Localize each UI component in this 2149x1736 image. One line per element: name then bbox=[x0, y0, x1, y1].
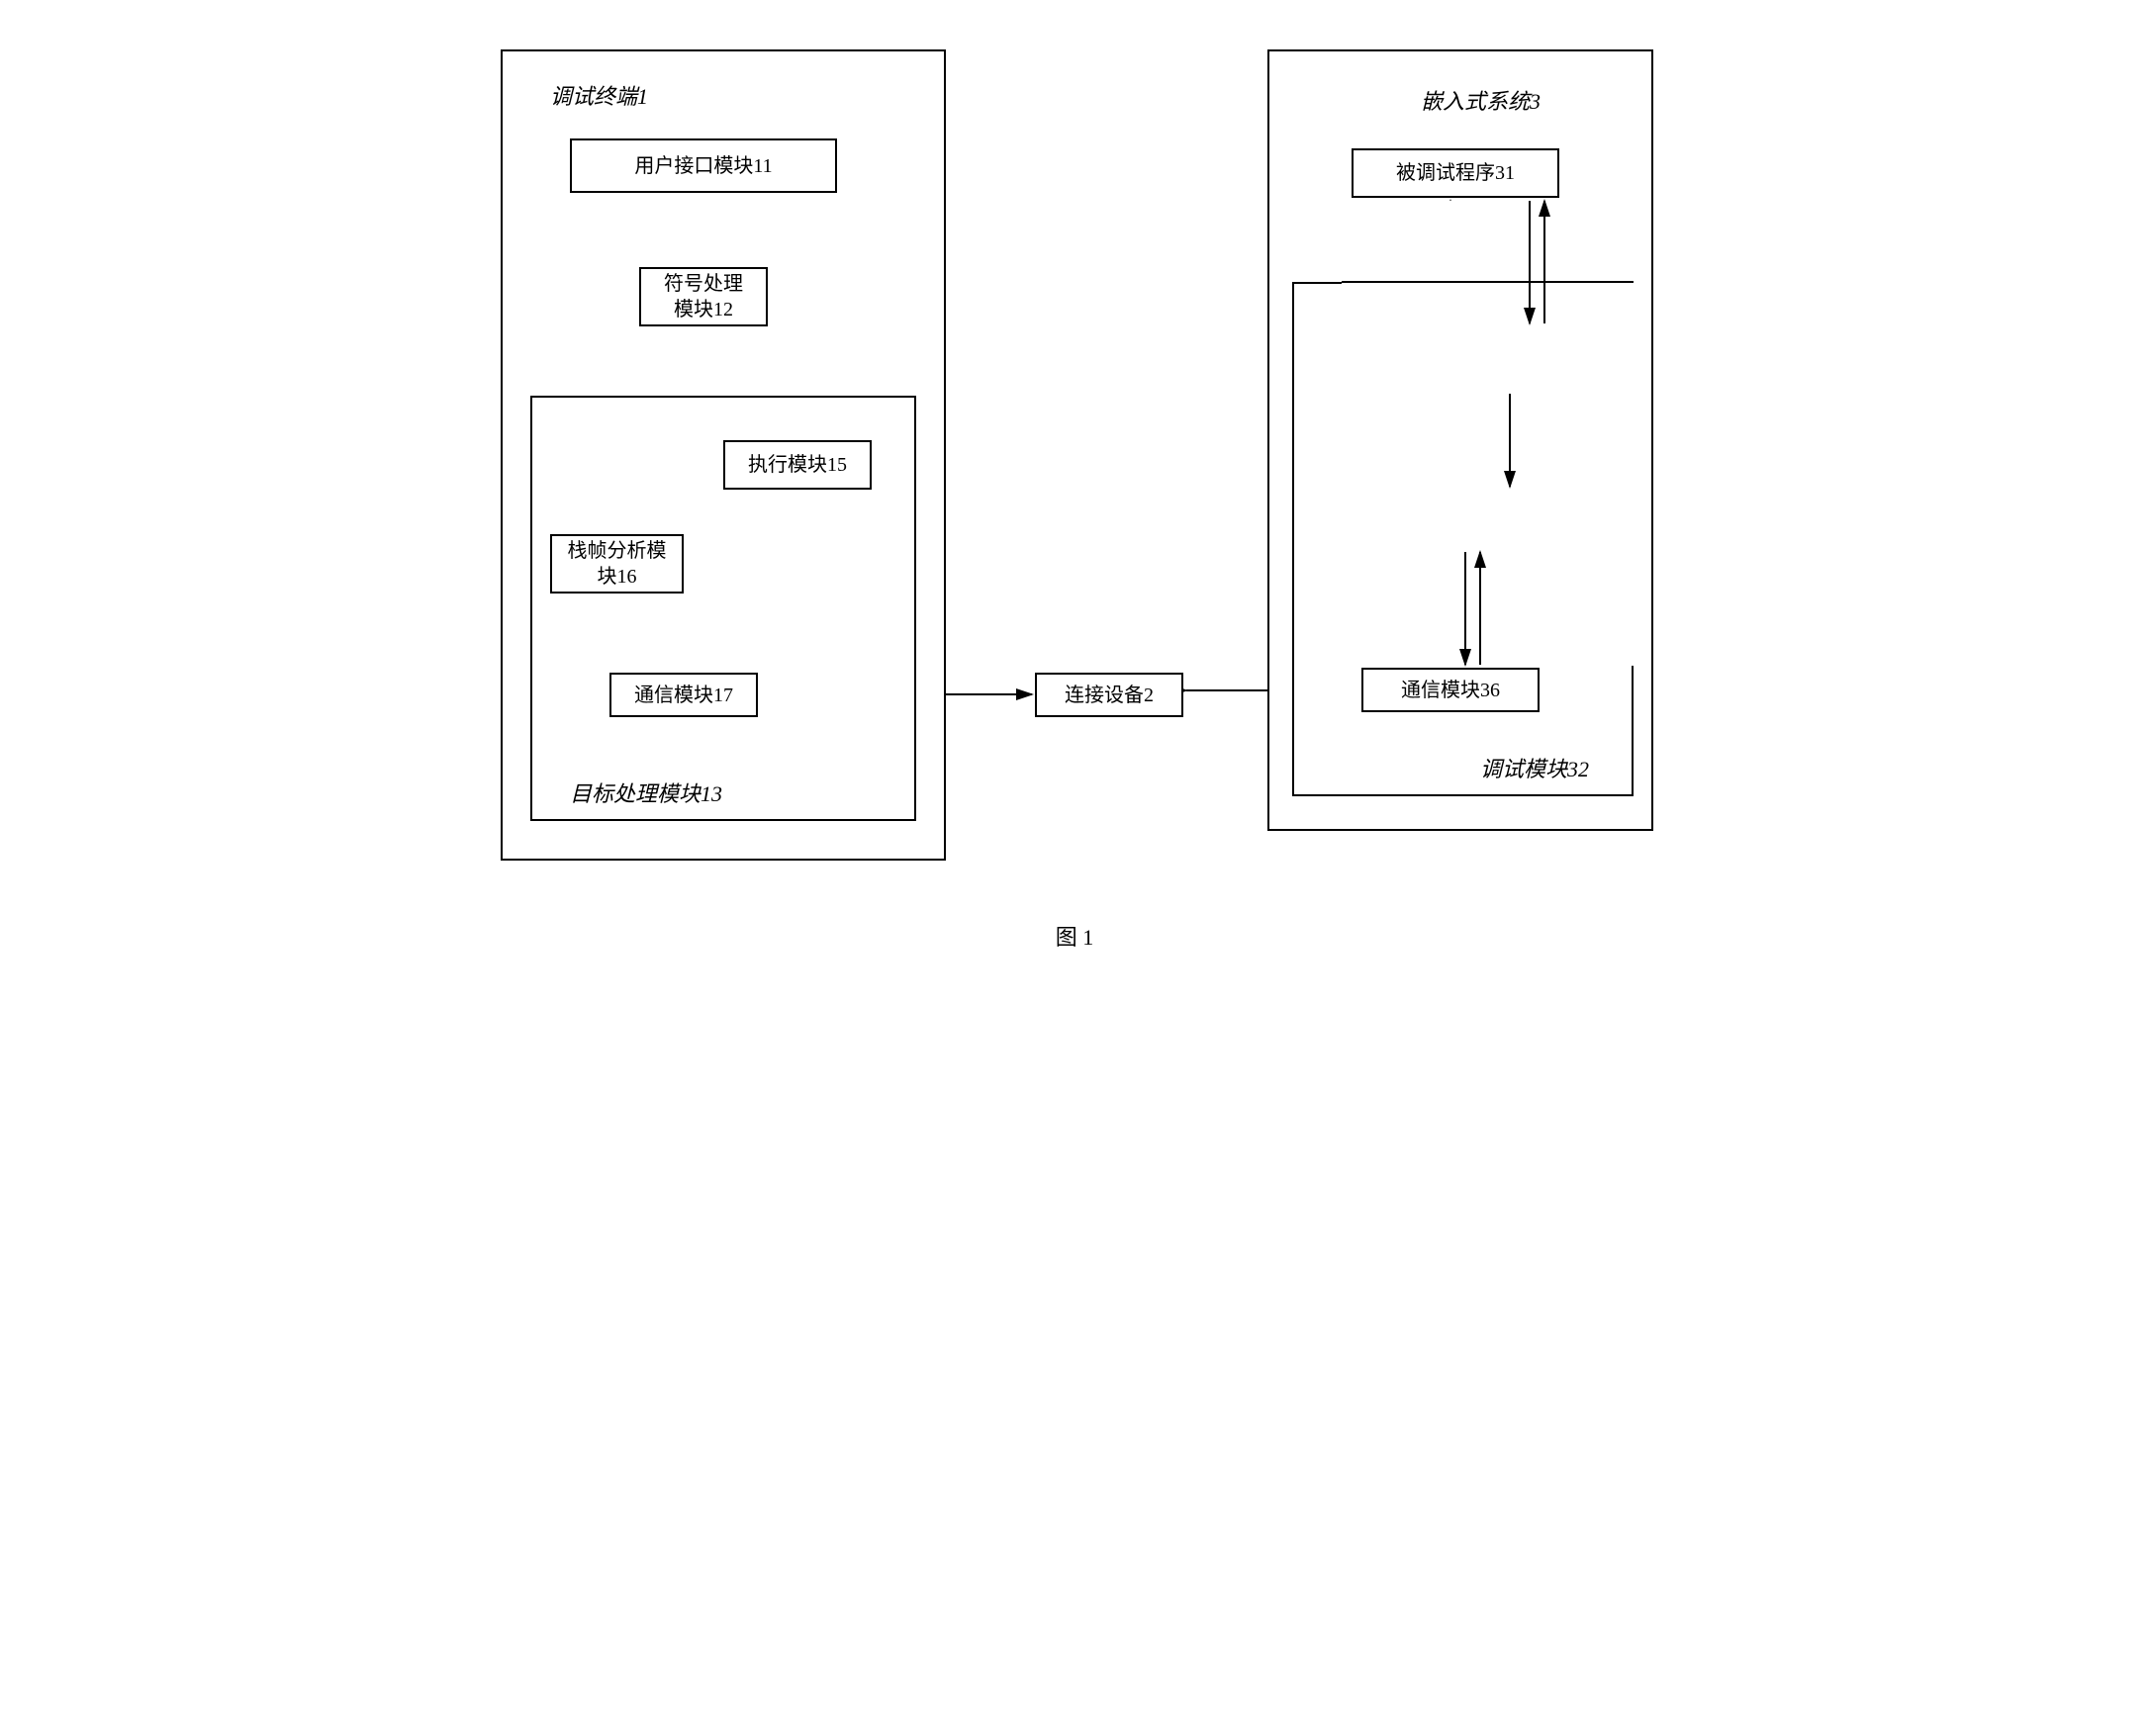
context-processing-module: 上下文处 理模块34 bbox=[1475, 326, 1604, 391]
frame-analysis-module: 栈帧分析模 块16 bbox=[550, 534, 684, 594]
left-inner-label: 目标处理模块13 bbox=[570, 777, 722, 808]
execution-module: 执行模块15 bbox=[723, 440, 872, 490]
left-system-label: 调试终端1 bbox=[550, 79, 648, 111]
user-interface-module: 用户接口模块11 bbox=[570, 138, 837, 193]
command-processing-module: 命令处理模 块35 bbox=[1421, 490, 1564, 549]
symbol-processing-module: 符号处理 模块12 bbox=[639, 267, 768, 326]
debugged-program-module: 被调试程序31 bbox=[1352, 148, 1559, 198]
right-inner-label: 调试模块32 bbox=[1480, 752, 1589, 783]
diagram-container: 调试终端1 目标处理模块13 用户接口模块11 符号处理 模块12 执行模块15… bbox=[491, 40, 1658, 890]
comm-right-module: 通信模块36 bbox=[1361, 668, 1540, 712]
comm-left-module: 通信模块17 bbox=[609, 673, 758, 717]
figure-caption: 图 1 bbox=[1056, 920, 1094, 952]
connection-device: 连接设备2 bbox=[1035, 673, 1183, 717]
right-system-label: 嵌入式系统3 bbox=[1421, 84, 1541, 116]
